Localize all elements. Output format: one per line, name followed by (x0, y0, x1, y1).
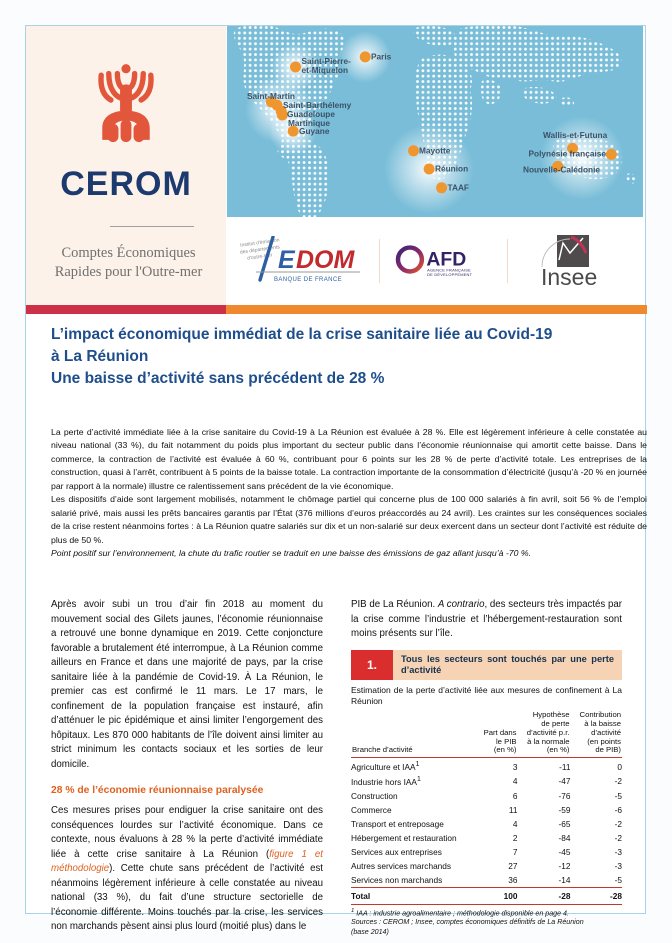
svg-text:Insee: Insee (541, 264, 597, 290)
svg-text:Réunion: Réunion (435, 164, 468, 174)
svg-text:Guyane: Guyane (299, 126, 330, 136)
svg-text:DE DÉVELOPPEMENT: DE DÉVELOPPEMENT (427, 272, 473, 277)
svg-text:et-Miquelon: et-Miquelon (302, 65, 349, 75)
svg-text:Polynésie française: Polynésie française (529, 149, 607, 159)
svg-text:Mayotte: Mayotte (419, 146, 451, 156)
svg-text:TAAF: TAAF (448, 183, 470, 193)
svg-text:E: E (278, 246, 296, 274)
svg-text:DOM: DOM (296, 246, 356, 274)
svg-text:Paris: Paris (371, 52, 392, 62)
svg-text:Nouvelle-Calédonie: Nouvelle-Calédonie (523, 165, 600, 175)
svg-text:BANQUE DE FRANCE: BANQUE DE FRANCE (274, 277, 342, 283)
svg-text:Wallis-et-Futuna: Wallis-et-Futuna (543, 130, 608, 140)
